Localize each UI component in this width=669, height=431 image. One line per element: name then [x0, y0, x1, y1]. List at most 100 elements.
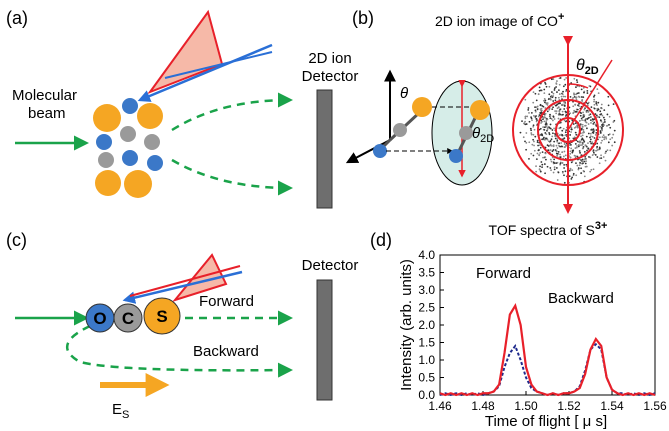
- speckle: [579, 96, 581, 98]
- speckle: [577, 104, 579, 106]
- speckle: [551, 135, 553, 137]
- speckle: [559, 134, 561, 136]
- panel-b: 2D ion image of CO+ θ θ2D θ2D: [348, 11, 623, 212]
- speckle: [553, 149, 555, 151]
- speckle: [600, 142, 602, 144]
- speckle: [534, 116, 536, 118]
- speckle: [555, 97, 557, 99]
- speckle: [591, 106, 593, 108]
- series-line: [440, 306, 655, 395]
- speckle: [587, 103, 589, 105]
- speckle: [556, 153, 558, 155]
- speckle: [602, 136, 604, 138]
- speckle: [535, 93, 537, 95]
- speckle: [588, 133, 590, 135]
- speckle: [604, 121, 606, 123]
- speckle: [564, 151, 566, 153]
- speckle: [596, 146, 598, 148]
- speckle: [584, 125, 586, 127]
- speckle: [614, 130, 616, 132]
- speckle: [571, 152, 573, 154]
- speckle: [599, 162, 601, 164]
- speckle: [538, 154, 540, 156]
- x-tick-label: 1.56: [643, 399, 667, 413]
- speckle: [551, 108, 553, 110]
- atom: [122, 150, 138, 166]
- speckle: [563, 128, 565, 130]
- speckle: [564, 170, 566, 172]
- speckle: [576, 81, 578, 83]
- series-label: Forward: [476, 265, 531, 282]
- speckle: [570, 96, 572, 98]
- speckle: [606, 125, 608, 127]
- speckle: [592, 136, 594, 138]
- speckle: [557, 162, 559, 164]
- speckle: [548, 86, 550, 88]
- speckle: [556, 139, 558, 141]
- speckle: [609, 127, 611, 129]
- title-text: TOF spectra of S: [489, 222, 595, 238]
- speckle: [592, 132, 594, 134]
- speckle: [590, 129, 592, 131]
- speckle: [599, 126, 601, 128]
- speckle: [557, 179, 559, 181]
- speckle: [531, 119, 533, 121]
- y-tick-label: 1.0: [418, 353, 435, 367]
- speckle: [575, 86, 577, 88]
- speckle: [556, 167, 558, 169]
- speckle: [578, 146, 580, 148]
- speckle: [551, 129, 553, 131]
- speckle: [603, 117, 605, 119]
- speckle: [550, 99, 552, 101]
- speckle: [604, 152, 606, 154]
- speckle: [614, 141, 616, 143]
- speckle: [605, 138, 607, 140]
- speckle: [580, 172, 582, 174]
- speckle: [572, 97, 574, 99]
- atom: [459, 126, 473, 140]
- speckle: [558, 118, 560, 120]
- speckle: [582, 147, 584, 149]
- speckle: [590, 139, 592, 141]
- speckle: [584, 156, 586, 158]
- speckle: [561, 114, 563, 116]
- chart-title: TOF spectra of S3+: [489, 220, 608, 238]
- speckle: [595, 154, 597, 156]
- atom: [137, 103, 163, 129]
- speckle: [539, 166, 541, 168]
- speckle: [608, 134, 610, 136]
- speckle: [563, 96, 565, 98]
- speckle: [549, 145, 551, 147]
- speckle: [577, 109, 579, 111]
- panel-c: O C S Forward Backward ES Detector: [15, 255, 358, 421]
- speckle: [538, 116, 540, 118]
- speckle: [541, 105, 543, 107]
- speckle: [569, 175, 571, 177]
- speckle: [536, 158, 538, 160]
- speckle: [546, 123, 548, 125]
- speckle: [588, 123, 590, 125]
- x-tick-label: 1.54: [600, 399, 624, 413]
- atom: [120, 126, 136, 142]
- speckle: [605, 160, 607, 162]
- atom-label: C: [122, 309, 134, 328]
- speckle: [588, 85, 590, 87]
- speckle: [526, 123, 528, 125]
- theta-label: θ: [400, 85, 408, 102]
- speckle: [581, 144, 583, 146]
- detector: [317, 90, 332, 208]
- speckle: [576, 165, 578, 167]
- speckle: [592, 154, 594, 156]
- speckle: [541, 164, 543, 166]
- speckle: [579, 150, 581, 152]
- speckle: [556, 91, 558, 93]
- speckle: [580, 159, 582, 161]
- speckle: [553, 172, 555, 174]
- y-tick-label: 3.5: [418, 266, 435, 280]
- speckle: [524, 140, 526, 142]
- beam-label: Molecular: [12, 87, 77, 104]
- speckle: [556, 138, 558, 140]
- speckle: [534, 129, 536, 131]
- speckle: [599, 110, 601, 112]
- atom: [93, 104, 121, 132]
